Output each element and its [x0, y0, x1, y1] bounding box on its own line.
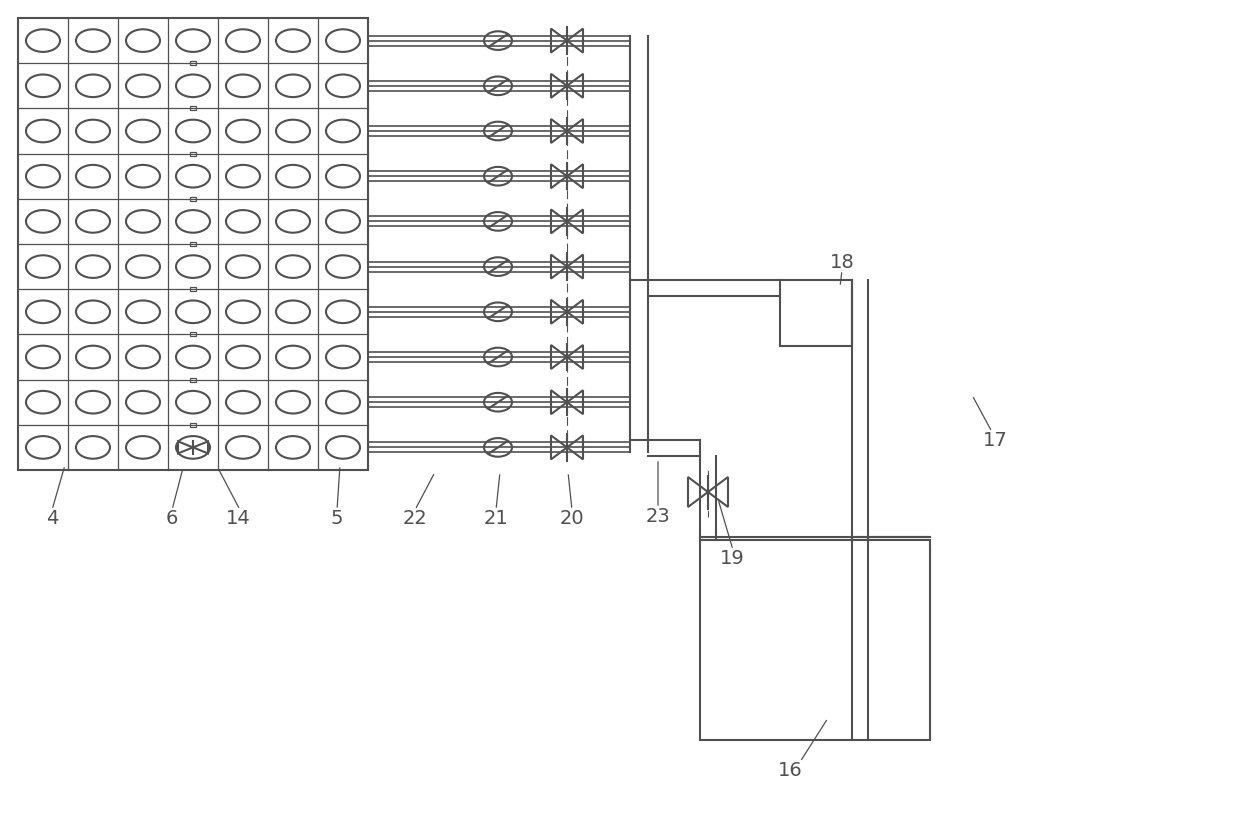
Bar	[19, 18, 368, 470]
Text: 21: 21	[484, 508, 508, 527]
Bar	[190, 422, 196, 427]
Text: 6: 6	[166, 508, 179, 527]
Bar	[190, 287, 196, 291]
Bar	[190, 61, 196, 65]
Text: 22: 22	[403, 508, 428, 527]
Bar	[190, 242, 196, 246]
Text: 14: 14	[226, 508, 250, 527]
Text: 20: 20	[559, 508, 584, 527]
Text: 16: 16	[777, 761, 802, 780]
Bar	[190, 378, 196, 382]
Text: 4: 4	[46, 508, 58, 527]
Bar	[190, 197, 196, 200]
Bar	[780, 280, 852, 346]
Bar	[190, 332, 196, 337]
Bar	[190, 106, 196, 111]
Text: 5: 5	[331, 508, 343, 527]
Text: 17: 17	[982, 431, 1007, 450]
Bar	[701, 540, 930, 740]
Bar	[190, 152, 196, 156]
Text: 18: 18	[830, 252, 854, 271]
Text: 23: 23	[646, 507, 671, 526]
Text: 19: 19	[719, 549, 744, 568]
